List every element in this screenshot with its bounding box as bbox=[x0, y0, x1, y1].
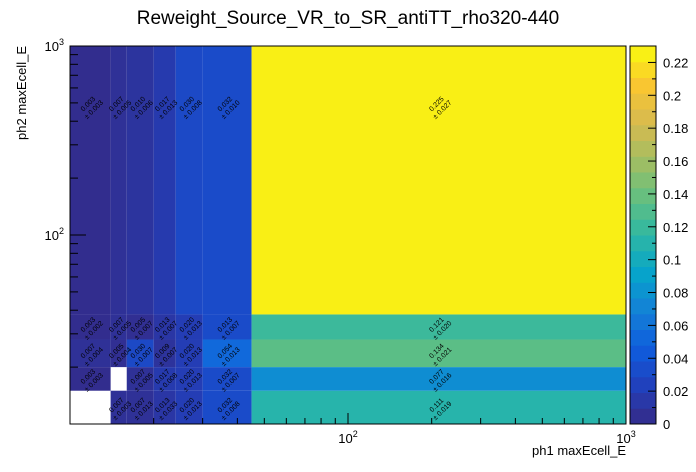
heatmap-cell bbox=[126, 314, 154, 340]
colorbar-band bbox=[630, 124, 656, 141]
colorbar-band bbox=[630, 156, 656, 173]
colorbar-band bbox=[630, 266, 656, 283]
heatmap-cell bbox=[251, 46, 626, 315]
heatmap-cell bbox=[153, 314, 176, 340]
colorbar-tick-label: 0.14 bbox=[663, 187, 688, 202]
colorbar-band bbox=[630, 172, 656, 189]
x-tick-label: 103 bbox=[616, 429, 635, 446]
colorbar-band bbox=[630, 408, 656, 425]
colorbar-band bbox=[630, 313, 656, 330]
colorbar-tick-label: 0.08 bbox=[663, 286, 688, 301]
colorbar-tick-label: 0.16 bbox=[663, 154, 688, 169]
heatmap-cell bbox=[70, 314, 111, 340]
colorbar-tick-label: 0.22 bbox=[663, 55, 688, 70]
heatmap-cell bbox=[202, 46, 252, 315]
heatmap-cell bbox=[153, 367, 176, 391]
heatmap-cell bbox=[153, 46, 176, 315]
y-tick-label: 103 bbox=[45, 37, 64, 54]
heatmap-cell bbox=[110, 390, 127, 424]
x-tick-label: 102 bbox=[338, 429, 357, 446]
heatmap-cell bbox=[175, 314, 203, 340]
colorbar-band bbox=[630, 187, 656, 204]
colorbar-tick-label: 0.18 bbox=[663, 121, 688, 136]
heatmap-cell bbox=[251, 314, 626, 340]
colorbar: 0 0.02 0.04 0.06 0.08 0.1 0.12 0.14 0.16 0.18 0.2 0… bbox=[629, 45, 688, 432]
colorbar-tick-label: 0.04 bbox=[663, 351, 688, 366]
colorbar-tick-label: 0 bbox=[663, 417, 670, 432]
colorbar-band bbox=[630, 282, 656, 299]
colorbar-band bbox=[630, 93, 656, 110]
colorbar-tick-label: 0.1 bbox=[663, 253, 681, 268]
colorbar-band bbox=[630, 109, 656, 126]
colorbar-band bbox=[630, 203, 656, 220]
heatmap-cell bbox=[126, 46, 154, 315]
heatmap-cell bbox=[251, 367, 626, 391]
heatmap-cell bbox=[175, 367, 203, 391]
colorbar-band bbox=[630, 376, 656, 393]
heatmap-cell bbox=[202, 339, 252, 368]
heatmap-cell bbox=[126, 339, 154, 368]
heatmap-cell bbox=[70, 367, 111, 391]
x-axis: 102 103 bbox=[69, 413, 636, 446]
heatmap-cell bbox=[126, 390, 154, 424]
y-tick-label: 102 bbox=[45, 226, 64, 243]
colorbar-band bbox=[630, 361, 656, 378]
colorbar-band bbox=[630, 329, 656, 346]
y-axis-label: ph2 maxEcell_E bbox=[14, 46, 29, 140]
x-axis-label: ph1 maxEcell_E bbox=[532, 443, 626, 458]
colorbar-band bbox=[630, 235, 656, 252]
colorbar-tick-label: 0.12 bbox=[663, 220, 688, 235]
colorbar-band bbox=[630, 250, 656, 267]
heatmap-cell bbox=[153, 390, 176, 424]
colorbar-tick-label: 0.02 bbox=[663, 384, 688, 399]
chart-title: Reweight_Source_VR_to_SR_antiTT_rho320-4… bbox=[137, 8, 559, 29]
colorbar-band bbox=[630, 219, 656, 236]
heatmap-cell bbox=[110, 314, 127, 340]
colorbar-band bbox=[630, 77, 656, 94]
colorbar-band bbox=[630, 46, 656, 63]
heatmap-cell bbox=[251, 339, 626, 368]
heatmap-cell bbox=[202, 390, 252, 424]
heatmap-cell bbox=[110, 46, 127, 315]
colorbar-band bbox=[630, 140, 656, 157]
heatmap-cell bbox=[110, 339, 127, 368]
heatmap-cell bbox=[251, 390, 626, 424]
colorbar-band bbox=[630, 392, 656, 409]
y-axis: 102 103 bbox=[45, 37, 86, 425]
heatmap-cell bbox=[126, 367, 154, 391]
colorbar-tick-label: 0.2 bbox=[663, 88, 681, 103]
heatmap-cell bbox=[153, 339, 176, 368]
colorbar-band bbox=[630, 298, 656, 315]
heatmap-cell bbox=[70, 46, 111, 315]
colorbar-band bbox=[630, 61, 656, 78]
colorbar-band bbox=[630, 345, 656, 362]
heatmap-cell bbox=[175, 46, 203, 315]
heatmap-cell bbox=[202, 367, 252, 391]
colorbar-tick-label: 0.06 bbox=[663, 318, 688, 333]
heatmap-cell bbox=[70, 339, 111, 368]
heatmap-cell bbox=[175, 390, 203, 424]
colorbar-frame bbox=[629, 45, 657, 425]
heatmap-cell bbox=[202, 314, 252, 340]
heatmap-cell bbox=[175, 339, 203, 368]
